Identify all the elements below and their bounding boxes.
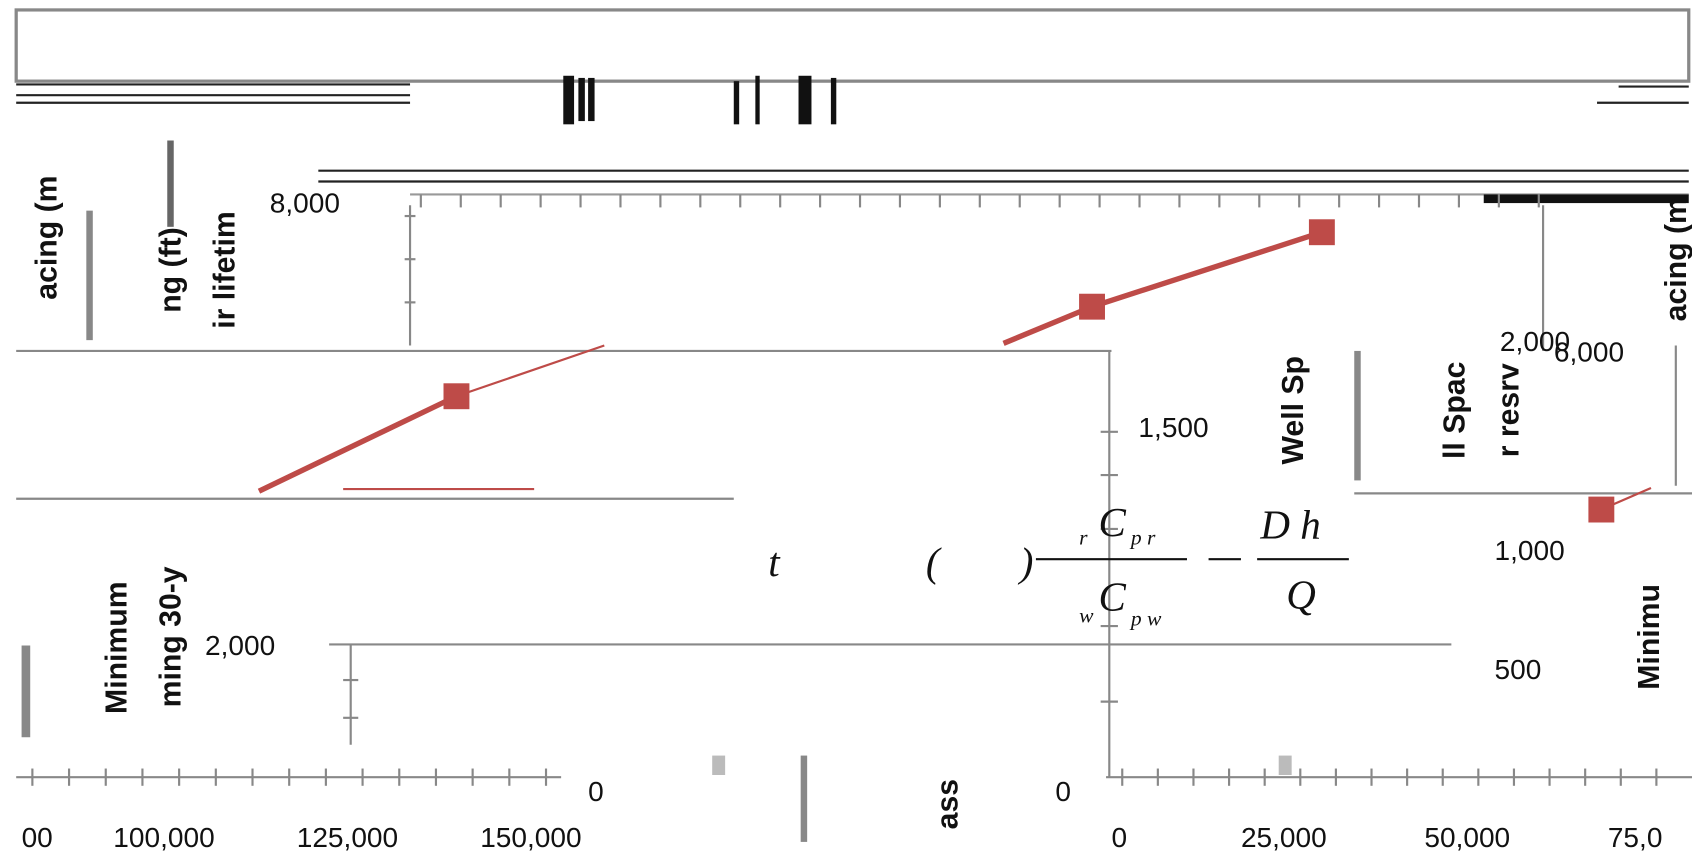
equation-part: p r	[1129, 526, 1156, 550]
axis-label: ass	[932, 779, 965, 829]
axis-label: r resrv	[1493, 363, 1526, 457]
tick-label: 0	[588, 776, 604, 807]
equation-part: w	[1079, 603, 1094, 627]
x-tick-label: 50,000	[1424, 822, 1510, 853]
glitch-blocks	[21, 75, 1689, 842]
tick-marks	[31, 194, 1658, 786]
glitch-lines	[16, 83, 1689, 196]
tick-label: 1,000	[1495, 535, 1565, 566]
axis-label: ir lifetim	[209, 211, 242, 328]
labels: acing (m ng (ft) ir lifetim Minimum ming 30-…	[22, 176, 1692, 854]
axis-label: Well Sp	[1277, 356, 1310, 465]
tick-label: 0	[1055, 776, 1071, 807]
axis-label: ming 30-y	[155, 566, 188, 707]
equation-part: Q	[1286, 572, 1316, 618]
x-tick-label: 150,000	[480, 822, 581, 853]
frame	[14, 8, 1691, 83]
equation-part: r	[1079, 526, 1088, 550]
tick-label: 1,500	[1138, 412, 1208, 443]
equation-part: (	[926, 539, 942, 585]
axis-label: Minimu	[1633, 584, 1666, 690]
axis-label: ng (ft)	[155, 227, 188, 313]
equation-part: C	[1099, 574, 1127, 620]
tick-label: 500	[1495, 654, 1542, 685]
axis-label: acing (m	[1660, 197, 1692, 321]
x-tick-label: 00	[22, 822, 53, 853]
x-tick-label: 25,000	[1241, 822, 1327, 853]
equation-part: D h	[1259, 501, 1320, 547]
tick-label: 8,000	[270, 188, 340, 219]
axis-label: ll Spac	[1439, 362, 1472, 459]
equation-part: )	[1018, 539, 1034, 585]
x-tick-label: 100,000	[113, 822, 214, 853]
panel-lines	[16, 205, 1692, 779]
axis-label: Minimum	[101, 581, 134, 714]
tick-label: 6,000	[1554, 337, 1624, 368]
tick-label: 2,000	[205, 630, 275, 661]
x-tick-label: 0	[1111, 822, 1127, 853]
equation-part: p w	[1129, 607, 1162, 631]
x-tick-label: 125,000	[297, 822, 398, 853]
equation-part: t	[768, 539, 781, 585]
x-tick-label: 75,0	[1608, 822, 1663, 853]
red-line	[257, 219, 1652, 523]
axis-label: acing (m	[31, 176, 64, 300]
tick-label: 2,000	[1500, 326, 1570, 357]
equation-part: C	[1099, 499, 1127, 545]
